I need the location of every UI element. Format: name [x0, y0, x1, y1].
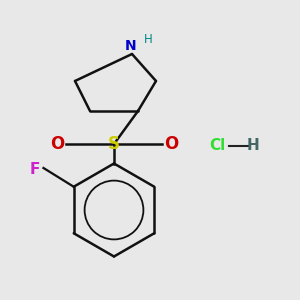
Text: F: F [29, 162, 40, 177]
Text: S: S [108, 135, 120, 153]
Text: O: O [50, 135, 64, 153]
Text: H: H [247, 138, 260, 153]
Text: N: N [125, 40, 136, 53]
Text: Cl: Cl [209, 138, 226, 153]
Text: H: H [144, 33, 153, 46]
Text: O: O [164, 135, 178, 153]
